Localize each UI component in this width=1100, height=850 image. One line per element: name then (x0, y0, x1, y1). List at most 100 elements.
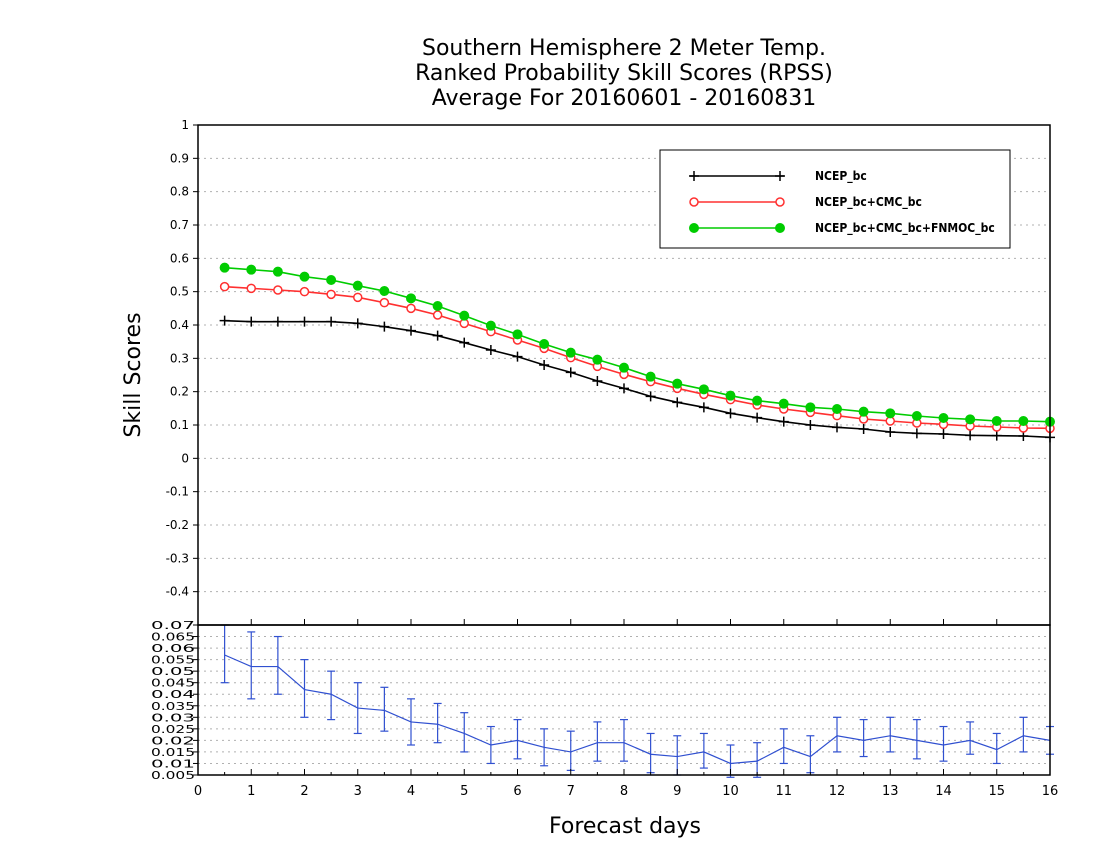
y-axis-label: Skill Scores (121, 312, 146, 437)
error-bar (353, 682, 362, 735)
data-point (246, 264, 257, 275)
data-point (832, 404, 842, 414)
data-point (698, 384, 709, 395)
y-tick-label: 0.5 (170, 285, 189, 299)
error-bar (939, 725, 948, 762)
diff-y-tick-label: 0.035 (151, 700, 195, 713)
error-bar (433, 702, 442, 744)
legend-marker (775, 197, 785, 207)
error-bar (779, 728, 788, 765)
data-point (406, 293, 416, 304)
data-point (619, 362, 629, 373)
data-point (645, 391, 656, 402)
data-point (725, 390, 736, 401)
data-point (353, 292, 363, 303)
data-point (1018, 416, 1029, 426)
data-point (805, 402, 816, 413)
error-bar (513, 719, 522, 760)
x-tick-label: 1 (247, 784, 255, 799)
diff-y-tick-label: 0.06 (151, 642, 195, 655)
difference-panel (220, 624, 1054, 778)
y-tick-label: 0.8 (170, 185, 189, 199)
error-bar (273, 635, 282, 695)
y-tick-label: -0.1 (166, 485, 189, 499)
data-point (352, 318, 363, 329)
data-point (885, 427, 896, 437)
data-point (432, 330, 443, 341)
error-bar (540, 728, 549, 767)
x-tick-label: 8 (620, 784, 628, 799)
legend-marker (689, 223, 699, 233)
error-bar (886, 716, 895, 753)
data-point (832, 422, 842, 433)
error-bar (327, 670, 336, 721)
x-tick-label: 7 (567, 784, 575, 799)
series-1 (219, 315, 1055, 443)
data-point (432, 310, 443, 320)
series-line (224, 285, 1051, 430)
x-tick-label: 11 (775, 784, 792, 799)
data-point (485, 345, 496, 355)
diff-y-tick-label: 0.055 (151, 654, 195, 667)
y-tick-label: 0 (181, 451, 189, 465)
x-tick-label: 14 (935, 784, 952, 799)
data-point (991, 430, 1002, 441)
data-point (752, 395, 763, 406)
error-bar (247, 631, 256, 700)
data-point (485, 320, 496, 331)
data-point (352, 280, 363, 291)
data-point (672, 397, 683, 408)
legend-entry: NCEP_bc+CMC_bc+FNMOC_bc (689, 221, 995, 236)
x-tick-label: 5 (460, 784, 468, 799)
diff-y-tick-label: 0.05 (151, 665, 195, 678)
x-tick-label: 3 (354, 784, 362, 799)
data-point (432, 301, 443, 311)
title-line-2: Ranked Probability Skill Scores (RPSS) (415, 61, 833, 86)
error-bar (486, 725, 495, 765)
error-bar (992, 732, 1001, 765)
diff-y-tick-label: 0.07 (151, 619, 195, 632)
diff-y-tick-label: 0.025 (151, 723, 195, 736)
x-tick-label: 13 (882, 784, 899, 799)
data-point (379, 286, 390, 296)
diff-y-tick-label: 0.065 (151, 631, 195, 644)
data-point (459, 310, 470, 321)
legend-entry: NCEP_bc (689, 169, 867, 184)
data-point (725, 408, 736, 419)
error-bar (1019, 716, 1028, 753)
x-tick-label: 10 (722, 784, 739, 799)
error-bar (380, 686, 389, 732)
diff-y-tick-label: 0.02 (151, 734, 195, 747)
data-point (938, 429, 949, 439)
data-point (752, 412, 763, 423)
legend-label: NCEP_bc+CMC_bc+FNMOC_bc (815, 221, 995, 236)
data-point (406, 325, 416, 336)
diff-y-tick-label: 0.015 (151, 746, 195, 759)
x-tick-label: 0 (194, 784, 202, 799)
data-point (965, 414, 976, 425)
data-point (778, 398, 789, 409)
y-tick-label: 0.1 (170, 418, 189, 432)
data-point (539, 360, 550, 370)
legend-entry: NCEP_bc+CMC_bc (689, 195, 922, 210)
legend: NCEP_bc NCEP_bc+CMC_bc NCEP_bc+CMC_bc+FNMO… (659, 149, 1011, 249)
x-tick-label: 15 (988, 784, 1005, 799)
data-point (885, 408, 896, 419)
data-point (326, 316, 337, 327)
data-point (299, 286, 310, 297)
data-point (805, 420, 816, 430)
data-point (645, 371, 656, 382)
error-bar (833, 716, 841, 753)
series-layer (219, 262, 1055, 443)
error-bar (912, 719, 921, 760)
data-point (539, 339, 550, 349)
error-bar (966, 721, 975, 755)
y-tick-label: -0.4 (166, 585, 189, 599)
y-tick-label: 0.6 (170, 251, 189, 265)
data-point (219, 262, 230, 273)
data-point (326, 275, 337, 285)
series-line (224, 266, 1051, 423)
data-point (512, 329, 523, 340)
data-point (911, 428, 922, 439)
